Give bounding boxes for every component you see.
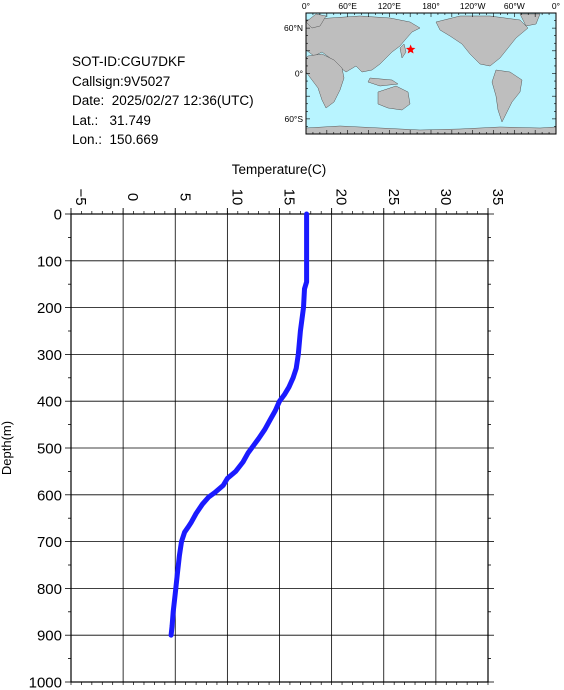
y-tick-label: 1000: [29, 675, 62, 690]
y-tick-label: 700: [37, 534, 62, 551]
temperature-profile-line: [168, 211, 310, 638]
y-tick-label: 900: [37, 628, 62, 645]
lon-row: Lon.: 150.669: [72, 130, 254, 150]
sot-id: SOT-ID:CGU7DKF: [72, 54, 186, 69]
australia: [377, 85, 411, 111]
map-lon-tick-label: 60°E: [338, 1, 357, 11]
indonesia: [367, 77, 399, 87]
y-tick-label: 200: [37, 300, 62, 317]
y-tick-label: 0: [54, 207, 62, 224]
date-value: 2025/02/27 12:36(UTC): [111, 93, 254, 109]
map-lon-tick-label: 60°W: [504, 1, 525, 11]
y-tick-label: 300: [37, 347, 62, 364]
y-tick-label: 400: [37, 394, 62, 411]
world-map: 0° 60°E 120°E 180° 120°W 60°W 0° 60°N 0° 60°S: [284, 1, 560, 135]
map-lon-tick-label: 180°: [422, 1, 440, 11]
y-tick-labels: 0 100 200 300 400 500 600 700 800 900 1000: [29, 207, 62, 690]
cast-info: SOT-ID:CGU7DKF Callsign:9V5027 Date: 202…: [72, 52, 254, 150]
map-lat-tick-label: 60°N: [284, 23, 303, 33]
x-tick-label: 15: [281, 189, 298, 206]
map-lat-tick-label: 60°S: [284, 114, 303, 124]
x-axis-label: Temperature(C): [232, 162, 327, 177]
date-label: Date:: [72, 93, 105, 109]
y-tick-label: 100: [37, 253, 62, 270]
south-america: [491, 69, 523, 123]
y-tick-label: 500: [37, 441, 62, 458]
y-axis-label: Depth(m): [0, 421, 14, 475]
map-lon-tick-label: 0°: [302, 1, 310, 11]
x-tick-label: 5: [176, 193, 193, 201]
lon-value: 150.669: [109, 132, 159, 148]
date-row: Date: 2025/02/27 12:36(UTC): [72, 91, 254, 111]
map-lat-tick-label: 0°: [295, 69, 303, 79]
eurasia-landmass: [305, 15, 421, 73]
scandinavia: [305, 13, 327, 29]
y-tick-label: 600: [37, 487, 62, 504]
x-tick-label: 30: [437, 189, 454, 206]
lat-row: Lat.: 31.749: [72, 111, 254, 131]
x-tick-labels: −5 0 5 10 15 20 25 30 35: [70, 188, 506, 214]
x-tick-label: 0: [124, 193, 141, 201]
x-tick-label: 10: [228, 189, 245, 206]
lat-label: Lat.:: [72, 112, 99, 128]
x-tick-label: 20: [333, 189, 350, 206]
chart-grid: [65, 211, 494, 685]
map-lon-tick-label: 0°: [552, 1, 560, 11]
lat-value: 31.749: [109, 112, 151, 128]
y-tick-label: 800: [37, 581, 62, 598]
japan: [399, 43, 407, 59]
map-lon-tick-label: 120°E: [378, 1, 402, 11]
map-lon-tick-label: 120°W: [460, 1, 486, 11]
callsign: Callsign:9V5027: [72, 73, 171, 89]
north-america: [435, 15, 529, 67]
x-tick-label: 25: [385, 189, 402, 206]
x-tick-label: −5: [72, 188, 89, 205]
x-tick-label: 35: [489, 189, 506, 206]
location-star-icon: [405, 44, 416, 54]
lon-label: Lon.:: [72, 132, 103, 148]
map-ticks: 0° 60°E 120°E 180° 120°W 60°W 0° 60°N 0° 60°S: [284, 1, 560, 135]
